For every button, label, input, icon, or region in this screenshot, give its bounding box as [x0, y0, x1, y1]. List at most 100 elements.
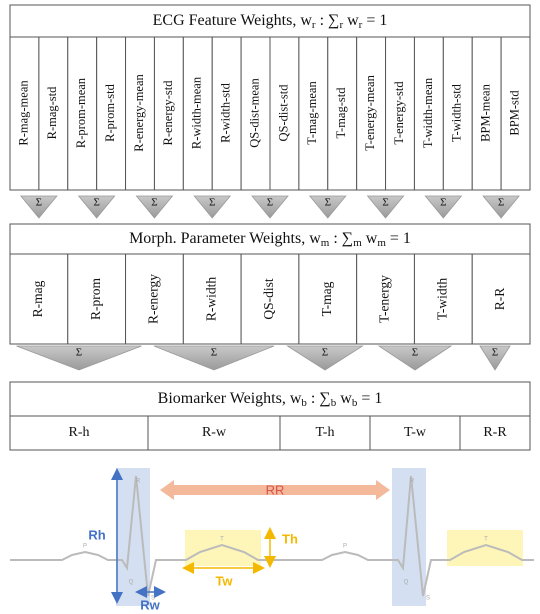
s-wave-label: S: [151, 596, 155, 602]
s-wave-label: S: [426, 596, 430, 602]
feature-label: R-energy-std: [161, 80, 175, 146]
sum-triangle: [377, 345, 453, 371]
p-wave-label: P: [83, 544, 87, 550]
subscript: r: [339, 19, 343, 31]
subscript: r: [312, 19, 316, 31]
feature-cell: [38, 36, 69, 191]
feature-cell: [96, 36, 127, 191]
sum-symbol: Σ: [76, 347, 82, 359]
sum-symbol: Σ: [440, 197, 446, 209]
feature-cell: [269, 36, 300, 191]
biomarker-cell: [279, 415, 371, 451]
parameter-cell: [9, 253, 69, 345]
feature-cell: [125, 36, 155, 191]
parameter-label: R-mag: [30, 280, 45, 317]
sum-triangle: [16, 345, 142, 371]
t-wave-label: T: [220, 537, 224, 543]
title-part: Biomarker Weights, w: [158, 390, 302, 407]
subscript: b: [331, 397, 337, 409]
q-wave-label: Q: [129, 580, 134, 586]
title-part: ECG Feature Weights, w: [153, 12, 313, 29]
feature-cell: [9, 36, 40, 191]
feature-cell: [298, 36, 329, 191]
sum-triangle: [424, 195, 463, 219]
sum-symbol: Σ: [322, 347, 328, 359]
sum-triangle: [366, 195, 405, 219]
sum-triangle: [286, 345, 364, 371]
parameter-label: R-R: [492, 288, 507, 311]
feature-label: T-energy-mean: [363, 74, 377, 150]
title-part: Morph. Parameter Weights, w: [129, 230, 321, 247]
parameter-label: R-energy: [146, 274, 161, 324]
tw-label: Tw: [215, 573, 233, 588]
sum-symbol: Σ: [325, 197, 331, 209]
parameter-cell: [356, 253, 415, 345]
biomarker-label: R-h: [69, 425, 90, 440]
biomarker-label: R-R: [483, 425, 507, 440]
feature-label: T-energy-std: [392, 81, 406, 145]
parameter-cell: [182, 253, 242, 345]
ecg-illustration: Rh Rw RR Th Tw P R Q S T P R Q S T: [10, 468, 534, 612]
biomarker-cell: [459, 415, 531, 451]
p-wave-label: P: [343, 544, 347, 550]
title-part: : ∑: [316, 12, 340, 29]
feature-label: R-width-std: [219, 82, 233, 142]
parameter-label: T-mag: [319, 281, 334, 316]
feature-cell: [413, 36, 444, 191]
biomarker-cell: [9, 415, 149, 451]
subscript: b: [352, 397, 358, 409]
biomarker-label: T-w: [404, 425, 427, 440]
title-part: : ∑: [329, 230, 353, 247]
panel-title: ECG Feature Weights, wr : ∑r wr = 1: [153, 12, 388, 31]
feature-label: QS-dist-mean: [247, 78, 261, 148]
feature-label: T-mag-std: [334, 87, 348, 139]
feature-cell: [153, 36, 184, 191]
rw-label: Rw: [140, 597, 160, 612]
title-part: = 1: [357, 390, 382, 407]
subscript: m: [321, 237, 330, 249]
title-part: w: [336, 390, 352, 407]
t-wave-label: T: [484, 537, 488, 543]
r-wave-label: R: [136, 479, 141, 485]
parameter-label: QS-dist: [261, 278, 276, 320]
title-part: = 1: [362, 12, 387, 29]
subscript: m: [353, 237, 362, 249]
feature-label: R-mag-mean: [16, 80, 30, 146]
parameter-cell: [298, 253, 358, 345]
feature-label: R-width-mean: [190, 76, 204, 149]
rh-label: Rh: [88, 527, 105, 542]
title-part: w: [343, 12, 359, 29]
feature-label: R-mag-std: [45, 86, 59, 140]
th-label: Th: [282, 531, 298, 546]
sum-symbol: Σ: [209, 197, 215, 209]
parameter-cell: [413, 253, 473, 345]
parameter-cell: [471, 253, 531, 345]
sum-symbol: Σ: [498, 197, 504, 209]
parameter-label: T-width: [434, 278, 449, 321]
feature-cell: [500, 36, 531, 191]
parameter-label: R-width: [203, 277, 218, 322]
biomarker-cell: [147, 415, 281, 451]
sum-triangle: [135, 195, 174, 219]
panel-title-cell: [9, 4, 531, 38]
sum-symbol: Σ: [492, 347, 498, 359]
panel-title-cell: [9, 381, 531, 417]
sum-triangle: [479, 345, 511, 371]
feature-label: T-width-mean: [421, 77, 435, 148]
q-wave-label: Q: [404, 580, 409, 586]
parameter-label: T-energy: [377, 275, 392, 323]
parameter-cell: [67, 253, 127, 345]
feature-cell: [385, 36, 415, 191]
feature-cell: [211, 36, 242, 191]
feature-cell: [182, 36, 213, 191]
sum-triangle: [193, 195, 232, 219]
sum-symbol: Σ: [267, 197, 273, 209]
feature-label: QS-dist-std: [276, 84, 290, 142]
t-highlight: [447, 530, 523, 566]
parameter-label: R-prom: [88, 278, 103, 320]
panel-title: Biomarker Weights, wb : ∑b wb = 1: [158, 390, 383, 409]
title-part: w: [362, 230, 378, 247]
biomarker-cell: [369, 415, 461, 451]
sum-symbol: Σ: [151, 197, 157, 209]
